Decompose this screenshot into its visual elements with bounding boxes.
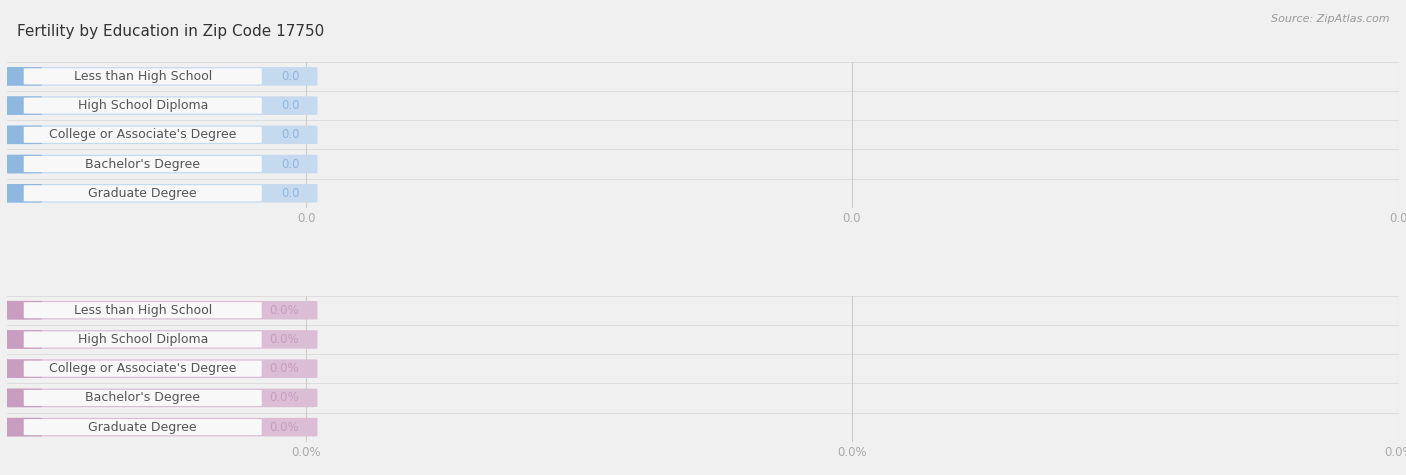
Text: Bachelor's Degree: Bachelor's Degree	[86, 158, 200, 171]
FancyBboxPatch shape	[0, 360, 42, 378]
FancyBboxPatch shape	[0, 389, 42, 407]
Text: Fertility by Education in Zip Code 17750: Fertility by Education in Zip Code 17750	[17, 24, 325, 39]
Text: Less than High School: Less than High School	[73, 70, 212, 83]
FancyBboxPatch shape	[0, 125, 42, 144]
Text: High School Diploma: High School Diploma	[77, 333, 208, 346]
Text: Less than High School: Less than High School	[73, 304, 212, 317]
FancyBboxPatch shape	[0, 360, 318, 378]
FancyBboxPatch shape	[0, 330, 42, 349]
FancyBboxPatch shape	[24, 390, 262, 406]
FancyBboxPatch shape	[0, 418, 42, 437]
FancyBboxPatch shape	[0, 301, 42, 320]
FancyBboxPatch shape	[24, 68, 262, 85]
Text: Graduate Degree: Graduate Degree	[89, 421, 197, 434]
FancyBboxPatch shape	[0, 330, 318, 349]
FancyBboxPatch shape	[24, 185, 262, 201]
Text: High School Diploma: High School Diploma	[77, 99, 208, 112]
Text: Bachelor's Degree: Bachelor's Degree	[86, 391, 200, 404]
FancyBboxPatch shape	[0, 67, 318, 86]
Text: Graduate Degree: Graduate Degree	[89, 187, 197, 200]
Text: 0.0%: 0.0%	[270, 421, 299, 434]
FancyBboxPatch shape	[24, 127, 262, 143]
Text: 0.0%: 0.0%	[270, 362, 299, 375]
FancyBboxPatch shape	[0, 96, 318, 115]
FancyBboxPatch shape	[0, 389, 318, 407]
FancyBboxPatch shape	[0, 155, 318, 173]
Text: 0.0%: 0.0%	[270, 304, 299, 317]
FancyBboxPatch shape	[0, 301, 318, 320]
Text: College or Associate's Degree: College or Associate's Degree	[49, 362, 236, 375]
FancyBboxPatch shape	[24, 332, 262, 348]
FancyBboxPatch shape	[0, 96, 42, 115]
FancyBboxPatch shape	[0, 125, 318, 144]
FancyBboxPatch shape	[24, 156, 262, 172]
Text: 0.0%: 0.0%	[270, 391, 299, 404]
FancyBboxPatch shape	[0, 184, 42, 202]
Text: 0.0: 0.0	[281, 70, 299, 83]
Text: 0.0: 0.0	[281, 158, 299, 171]
Text: College or Associate's Degree: College or Associate's Degree	[49, 128, 236, 142]
FancyBboxPatch shape	[0, 67, 42, 86]
Text: Source: ZipAtlas.com: Source: ZipAtlas.com	[1271, 14, 1389, 24]
Text: 0.0: 0.0	[281, 99, 299, 112]
Text: 0.0: 0.0	[281, 187, 299, 200]
FancyBboxPatch shape	[0, 184, 318, 202]
FancyBboxPatch shape	[24, 97, 262, 114]
FancyBboxPatch shape	[24, 302, 262, 318]
FancyBboxPatch shape	[0, 418, 318, 437]
Text: 0.0: 0.0	[281, 128, 299, 142]
FancyBboxPatch shape	[24, 361, 262, 377]
FancyBboxPatch shape	[0, 155, 42, 173]
FancyBboxPatch shape	[24, 419, 262, 435]
Text: 0.0%: 0.0%	[270, 333, 299, 346]
